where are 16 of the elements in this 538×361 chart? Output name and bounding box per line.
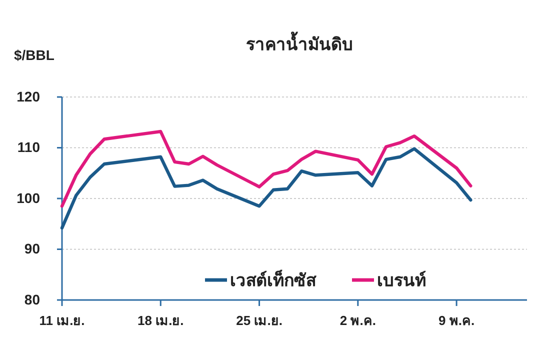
x-tick-label: 2 พ.ค. [340,313,376,328]
y-tick-label: 80 [24,291,40,308]
legend-label: เวสต์เท็กซัส [230,268,317,290]
x-tick-label: 9 พ.ค. [438,313,475,328]
x-tick-label: 18 เม.ย. [137,313,184,328]
line-series [60,147,472,230]
chart-title: ราคาน้ำมันดิบ [246,31,353,54]
y-tick-label: 90 [24,240,40,257]
x-tick-label: 11 เม.ย. [39,313,85,328]
x-tick-label: 25 เม.ย. [236,313,282,328]
y-axis-title: $/BBL [14,47,55,63]
line-series [60,130,472,208]
y-tick-label: 120 [16,88,40,104]
y-tick-label: 100 [16,190,40,206]
legend-label: เบรนท์ [377,270,426,290]
y-tick-label: 110 [17,139,40,156]
